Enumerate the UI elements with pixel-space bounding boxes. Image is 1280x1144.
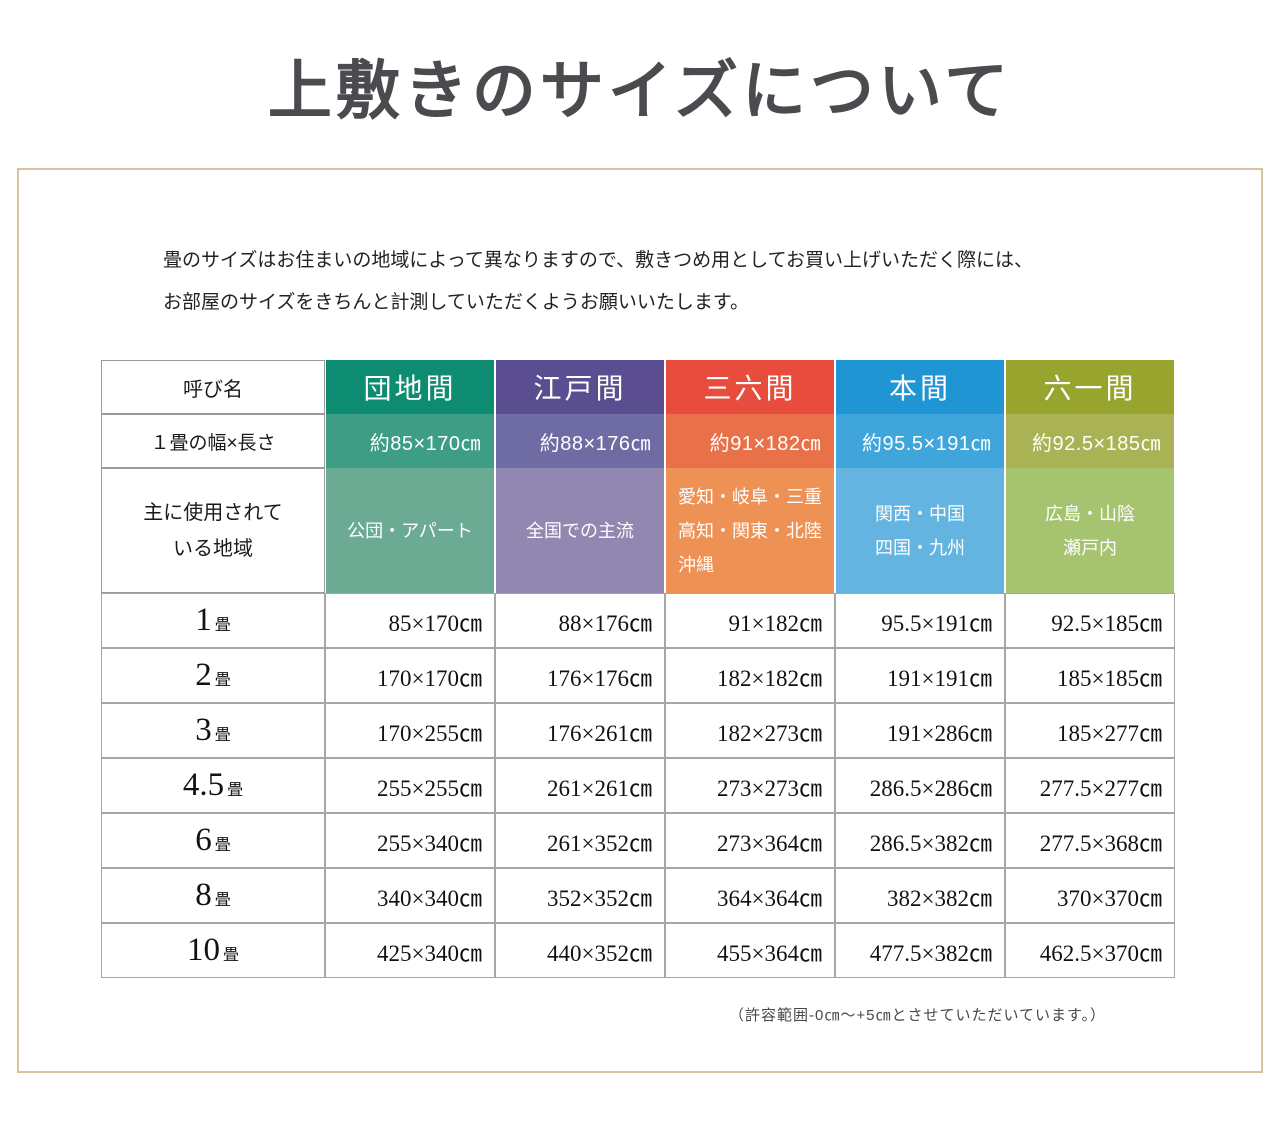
count-unit: 畳	[214, 727, 231, 744]
content-frame: 畳のサイズはお住まいの地域によって異なりますので、敷きつめ用としてお買い上げいた…	[17, 168, 1263, 1073]
column-header-rokuichima: 六一間	[1005, 360, 1175, 414]
tatami-count-label: 10 畳	[101, 923, 325, 978]
mat-size-cell: 約88×176㎝	[495, 414, 665, 468]
region-cell: 広島・山陰 瀬戸内	[1005, 468, 1175, 593]
size-value-cell: 273×364㎝	[665, 813, 835, 868]
intro-line-1: 畳のサイズはお住まいの地域によって異なりますので、敷きつめ用としてお買い上げいた…	[163, 250, 1034, 271]
count-unit: 畳	[222, 947, 239, 964]
region-cell: 全国での主流	[495, 468, 665, 593]
tatami-count-label: 4.5 畳	[101, 758, 325, 813]
size-value-cell: 340×340㎝	[325, 868, 495, 923]
column-header-honma: 本間	[835, 360, 1005, 414]
size-value-cell: 364×364㎝	[665, 868, 835, 923]
size-value-cell: 185×185㎝	[1005, 648, 1175, 703]
size-value-cell: 440×352㎝	[495, 923, 665, 978]
size-value-cell: 477.5×382㎝	[835, 923, 1005, 978]
size-value-cell: 85×170㎝	[325, 593, 495, 648]
size-value-cell: 286.5×286㎝	[835, 758, 1005, 813]
size-value-cell: 182×273㎝	[665, 703, 835, 758]
column-header-edoma: 江戸間	[495, 360, 665, 414]
size-value-cell: 92.5×185㎝	[1005, 593, 1175, 648]
size-value-cell: 255×340㎝	[325, 813, 495, 868]
size-value-cell: 273×273㎝	[665, 758, 835, 813]
size-value-cell: 370×370㎝	[1005, 868, 1175, 923]
size-value-cell: 261×352㎝	[495, 813, 665, 868]
table-corner-label: 呼び名	[101, 360, 325, 414]
region-cell: 関西・中国 四国・九州	[835, 468, 1005, 593]
size-value-cell: 455×364㎝	[665, 923, 835, 978]
count-number: 1	[195, 602, 212, 638]
size-value-cell: 191×286㎝	[835, 703, 1005, 758]
size-value-cell: 286.5×382㎝	[835, 813, 1005, 868]
size-value-cell: 277.5×368㎝	[1005, 813, 1175, 868]
count-number: 8	[195, 877, 212, 913]
count-number: 2	[195, 657, 212, 693]
size-value-cell: 462.5×370㎝	[1005, 923, 1175, 978]
size-value-cell: 191×191㎝	[835, 648, 1005, 703]
size-value-cell: 170×255㎝	[325, 703, 495, 758]
size-value-cell: 425×340㎝	[325, 923, 495, 978]
mat-size-cell: 約92.5×185㎝	[1005, 414, 1175, 468]
size-value-cell: 88×176㎝	[495, 593, 665, 648]
count-unit: 畳	[214, 837, 231, 854]
column-header-danchima: 団地間	[325, 360, 495, 414]
row-label-mat-size: １畳の幅×長さ	[101, 414, 325, 468]
size-value-cell: 176×261㎝	[495, 703, 665, 758]
mat-size-cell: 約95.5×191㎝	[835, 414, 1005, 468]
size-value-cell: 170×170㎝	[325, 648, 495, 703]
size-value-cell: 91×182㎝	[665, 593, 835, 648]
tatami-size-table: 呼び名 団地間 江戸間 三六間 本間 六一間 １畳の幅×長さ 約85×170㎝ …	[101, 360, 1175, 978]
region-cell: 公団・アパート	[325, 468, 495, 593]
size-value-cell: 352×352㎝	[495, 868, 665, 923]
count-unit: 畳	[214, 672, 231, 689]
column-header-sabuma: 三六間	[665, 360, 835, 414]
size-value-cell: 176×176㎝	[495, 648, 665, 703]
size-value-cell: 95.5×191㎝	[835, 593, 1005, 648]
row-label-region: 主に使用されて いる地域	[101, 468, 325, 593]
page-title: 上敷きのサイズについて	[267, 56, 1013, 127]
intro-line-2: お部屋のサイズをきちんと計測していただくようお願いいたします。	[163, 292, 749, 313]
count-number: 3	[195, 712, 212, 748]
size-value-cell: 185×277㎝	[1005, 703, 1175, 758]
size-value-cell: 382×382㎝	[835, 868, 1005, 923]
size-value-cell: 255×255㎝	[325, 758, 495, 813]
count-unit: 畳	[214, 617, 231, 634]
count-number: 4.5	[182, 767, 225, 803]
count-number: 10	[186, 932, 220, 968]
size-value-cell: 261×261㎝	[495, 758, 665, 813]
count-number: 6	[195, 822, 212, 858]
mat-size-cell: 約85×170㎝	[325, 414, 495, 468]
count-unit: 畳	[214, 892, 231, 909]
intro-text: 畳のサイズはお住まいの地域によって異なりますので、敷きつめ用としてお買い上げいた…	[163, 240, 1261, 324]
size-value-cell: 277.5×277㎝	[1005, 758, 1175, 813]
count-unit: 畳	[227, 782, 244, 799]
mat-size-cell: 約91×182㎝	[665, 414, 835, 468]
region-cell: 愛知・岐阜・三重 高知・関東・北陸 沖縄	[665, 468, 835, 593]
size-value-cell: 182×182㎝	[665, 648, 835, 703]
tolerance-note: （許容範囲-0㎝～+5㎝とさせていただいています。）	[729, 1007, 1106, 1024]
